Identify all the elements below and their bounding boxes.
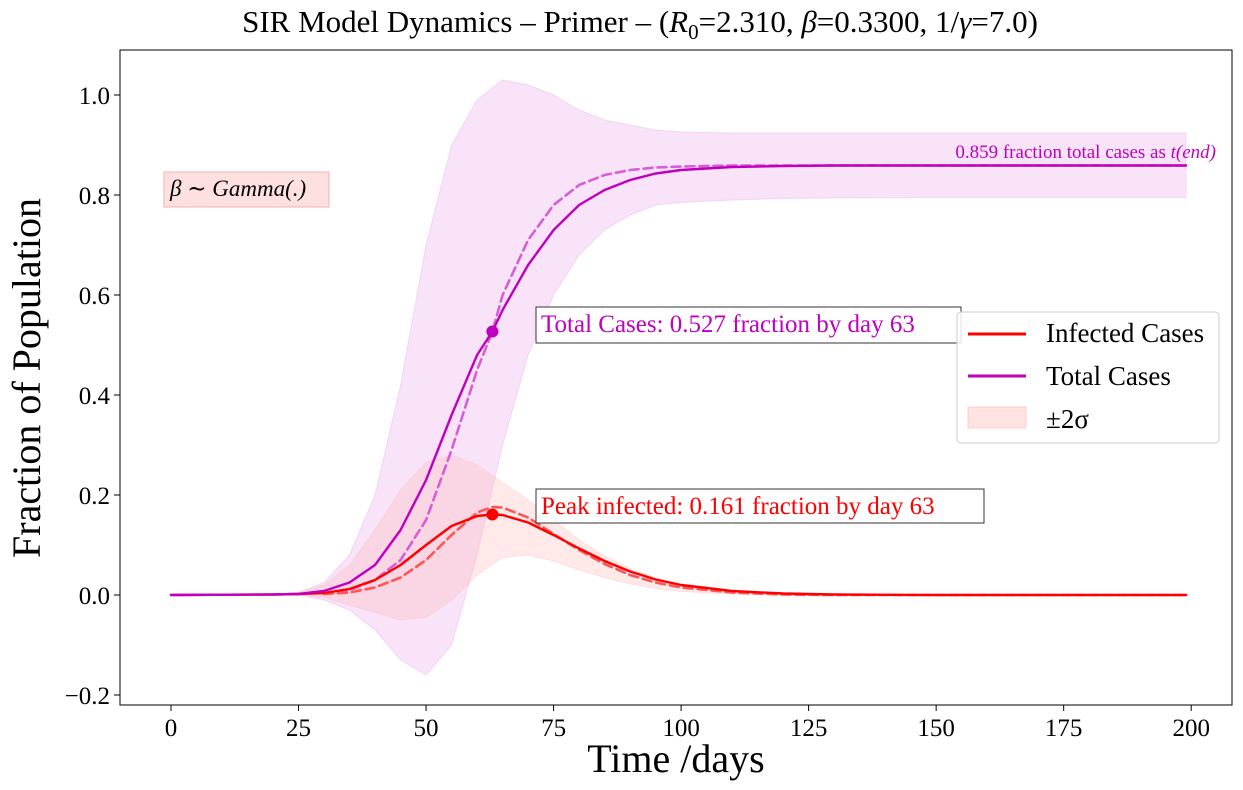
series-line-1 — [169, 164, 1188, 597]
x-tick-label: 25 — [286, 715, 311, 742]
final-total-annotation: 0.859 fraction total cases as t(end) — [955, 142, 1216, 163]
x-tick-label: 75 — [541, 715, 566, 742]
series-line-3 — [322, 164, 1188, 595]
legend-box — [956, 311, 1220, 444]
x-tick-label: 50 — [414, 715, 439, 742]
y-tick-label: 0.8 — [79, 183, 110, 210]
peak-infected-annotation: Peak infected: 0.161 fraction by day 63 — [541, 493, 935, 520]
legend: Infected Cases Total Cases ±2σ — [956, 311, 1220, 444]
y-tick-label: 0.6 — [79, 283, 110, 310]
marker-1 — [486, 508, 499, 521]
x-tick-label: 175 — [1045, 715, 1083, 742]
y-tick-label: 0.4 — [79, 383, 111, 410]
y-tick-label: 1.0 — [79, 83, 110, 110]
x-axis-label: Time /days — [587, 736, 764, 781]
total-cases-annotation-box — [535, 306, 962, 344]
chart-title: SIR Model Dynamics – Primer – (R0=2.310,… — [242, 4, 1038, 44]
series-lines — [169, 164, 1188, 597]
x-tick-label: 0 — [165, 715, 178, 742]
legend-label-total: Total Cases — [1046, 361, 1171, 391]
x-tick-label: 150 — [917, 715, 955, 742]
y-axis-ticks: −0.2 0.0 0.2 0.4 0.6 0.8 1.0 — [65, 83, 120, 710]
x-tick-label: 100 — [662, 715, 700, 742]
band-1 — [170, 454, 1187, 621]
legend-label-band: ±2σ — [1046, 404, 1089, 434]
x-axis-ticks: 0 25 50 75 100 125 150 175 200 — [165, 705, 1210, 742]
y-axis-label: Fraction of Population — [4, 198, 49, 558]
legend-swatch-band — [967, 406, 1027, 429]
total-cases-annotation: Total Cases: 0.527 fraction by day 63 — [541, 311, 915, 338]
peak-infected-annotation-box — [535, 488, 985, 524]
y-tick-label: −0.2 — [65, 683, 110, 710]
plot-frame — [119, 49, 1233, 706]
x-tick-label: 125 — [790, 715, 828, 742]
series-line-0 — [169, 513, 1188, 597]
y-tick-label: 0.0 — [79, 583, 110, 610]
x-tick-label: 200 — [1172, 715, 1210, 742]
beta-dist-box — [163, 171, 330, 208]
y-tick-label: 0.2 — [79, 483, 110, 510]
legend-label-infected: Infected Cases — [1046, 318, 1204, 348]
beta-dist-label: β ∼ Gamma(.) — [169, 176, 306, 201]
marker-0 — [486, 325, 499, 338]
point-markers — [486, 325, 499, 521]
